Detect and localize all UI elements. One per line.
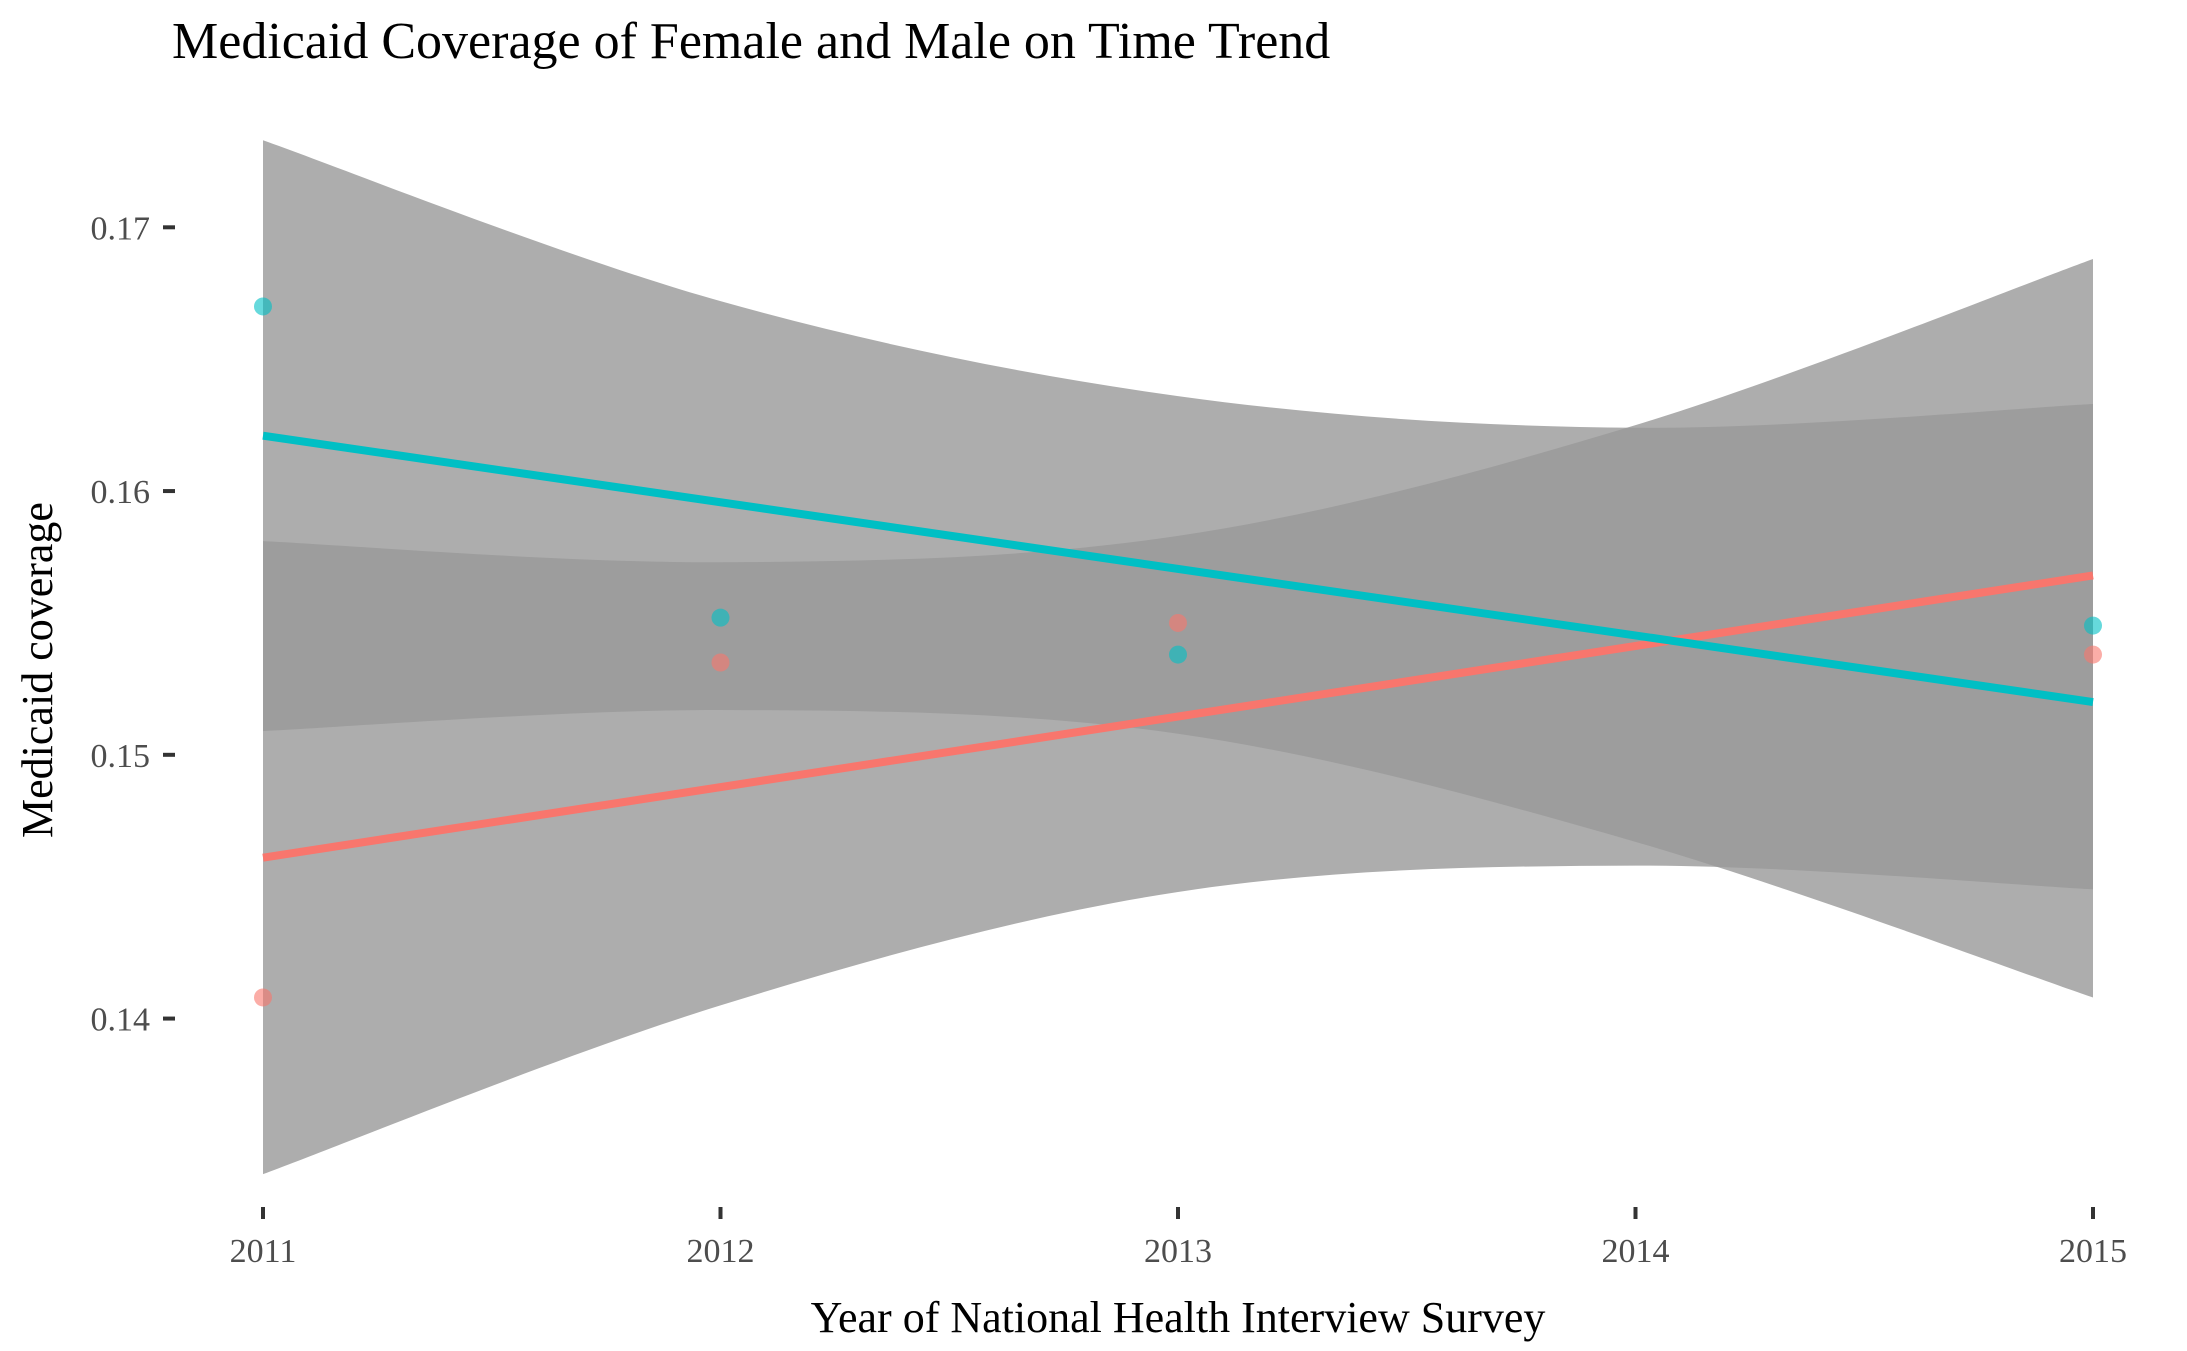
x-axis-title: Year of National Health Interview Survey bbox=[811, 1293, 1546, 1342]
data-points bbox=[254, 297, 2102, 1007]
x-tick-label-2011: 2011 bbox=[230, 1233, 297, 1270]
fit-line-series1 bbox=[262, 571, 2094, 862]
y-tick-label-0.15: 0.15 bbox=[91, 738, 151, 775]
x-tick-label-2013: 2013 bbox=[1144, 1233, 1212, 1270]
data-point-series1-2015 bbox=[2084, 645, 2102, 664]
data-point-series2-2015 bbox=[2084, 616, 2102, 635]
chart-title: Medicaid Coverage of Female and Male on … bbox=[172, 13, 1330, 70]
fit-line-series2 bbox=[262, 431, 2094, 707]
data-point-series1-2011 bbox=[254, 988, 272, 1007]
x-tick-label-2015: 2015 bbox=[2059, 1233, 2127, 1270]
data-point-series2-2013 bbox=[1169, 645, 1187, 664]
y-tick-label-0.17: 0.17 bbox=[91, 210, 151, 247]
x-tick-label-2014: 2014 bbox=[1602, 1233, 1670, 1270]
data-point-series1-2013 bbox=[1169, 613, 1187, 632]
x-axis: 2011 2012 2013 2014 2015 bbox=[230, 1207, 2127, 1270]
y-tick-label-0.16: 0.16 bbox=[91, 474, 151, 511]
y-axis-title: Medicaid coverage bbox=[13, 502, 62, 838]
fit-lines bbox=[262, 431, 2094, 862]
data-point-series2-2011 bbox=[254, 297, 272, 316]
x-tick-label-2012: 2012 bbox=[687, 1233, 755, 1270]
data-point-series1-2012 bbox=[711, 653, 730, 672]
y-axis: 0.14 0.15 0.16 0.17 bbox=[91, 210, 175, 1039]
y-tick-label-0.14: 0.14 bbox=[91, 1002, 151, 1039]
data-point-series2-2012 bbox=[711, 608, 730, 627]
